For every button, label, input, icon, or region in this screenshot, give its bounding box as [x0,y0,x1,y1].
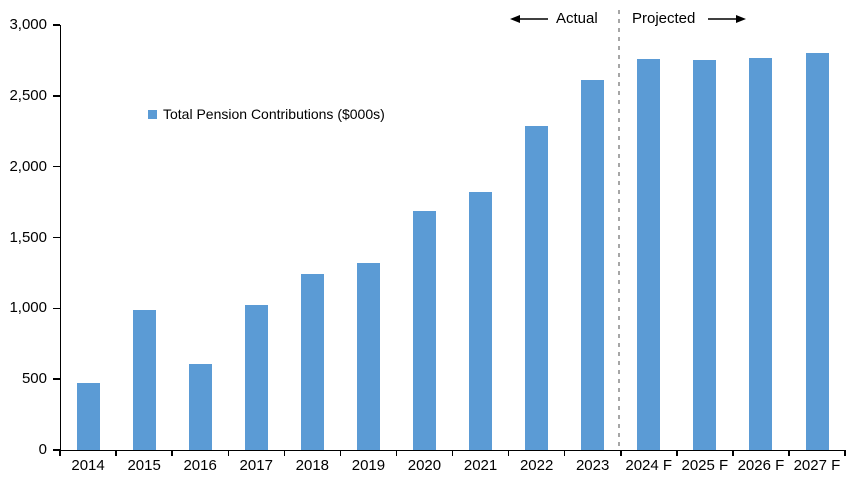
x-axis-label-2015: 2015 [127,457,161,474]
bar-2025-f [693,60,717,450]
x-axis-tick [115,450,117,456]
bar-2020 [413,211,436,450]
y-axis-tick [53,378,60,380]
y-axis-tick [53,95,60,97]
bar-2021 [469,192,492,450]
x-axis-label-2026-f: 2026 F [737,457,785,474]
y-axis-tick [53,165,60,168]
y-axis-label-2500: 2,500 [9,86,47,104]
x-axis-label-2025-f: 2025 F [681,457,729,474]
y-axis-label-2000: 2,000 [9,157,47,175]
x-axis-label-2020: 2020 [407,457,442,474]
x-axis-label-2024-f: 2024 F [625,457,673,474]
x-axis-tick [395,450,398,456]
right-arrow-icon [708,15,746,23]
x-axis-tick [227,450,229,456]
x-axis-tick [339,450,342,456]
bar-2022 [525,126,549,450]
bar-2023 [581,80,605,450]
projected-section-label: Projected [632,10,696,27]
bar-2026-f [749,58,773,450]
x-axis-label-2014: 2014 [71,457,105,474]
x-axis-tick [732,450,734,456]
x-axis-label-2019: 2019 [351,457,386,474]
bar-2015 [132,310,156,450]
bar-2017 [244,305,268,450]
x-axis-label-2027-f: 2027 F [793,457,841,474]
legend-marker-icon [148,109,157,119]
y-axis-label-500: 500 [21,370,47,388]
bar-2018 [300,274,324,450]
x-axis-tick [283,450,285,456]
legend: Total Pension Contributions ($000s) [148,105,385,123]
y-axis-tick [53,24,60,26]
x-axis-tick [507,450,510,456]
y-axis-label-0: 0 [38,441,47,458]
x-axis-tick [171,450,173,456]
x-axis-tick [59,450,61,456]
x-axis-tick [563,450,566,456]
x-axis-tick [620,450,622,456]
y-axis-tick [53,307,60,310]
actual-projected-separator-line [618,10,620,450]
legend-label: Total Pension Contributions ($000s) [163,106,385,122]
x-axis-tick [451,450,454,456]
x-axis-tick [788,450,790,456]
y-axis-label-1000: 1,000 [9,299,47,317]
bar-2016 [188,364,212,450]
x-axis-label-2023: 2023 [575,457,610,474]
x-axis-tick [676,450,678,456]
y-axis-label-3000: 3,000 [9,16,47,33]
bar-2024-f [637,59,661,450]
y-axis-label-1500: 1,500 [9,228,47,246]
y-axis-tick [53,236,60,239]
bar-2027-f [805,53,829,450]
y-axis-line [60,25,61,450]
x-axis-label-2021: 2021 [463,457,498,474]
x-axis-tick [844,450,846,456]
x-axis-label-2022: 2022 [519,457,554,474]
x-axis-label-2016: 2016 [183,457,217,474]
x-axis-label-2017: 2017 [239,457,273,474]
left-arrow-icon [510,15,548,23]
actual-section-label: Actual [556,10,598,27]
bar-2019 [356,263,380,450]
y-axis-tick [53,449,60,451]
bar-2014 [76,383,100,450]
x-axis-label-2018: 2018 [295,457,330,474]
